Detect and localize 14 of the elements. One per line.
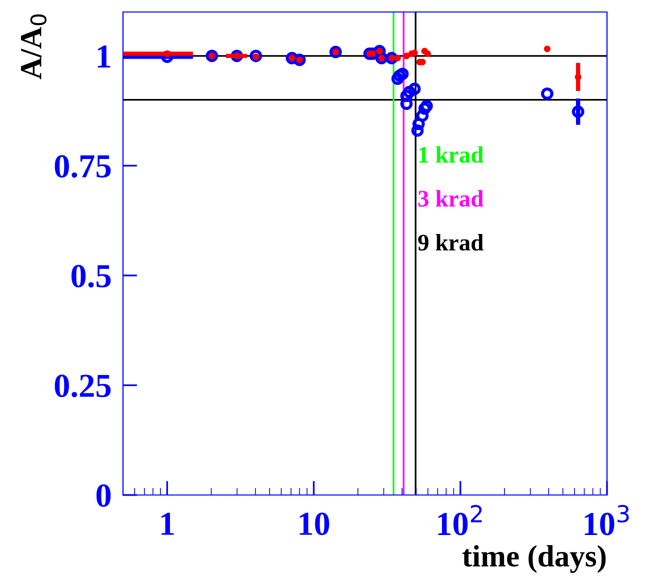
y-tick-label: 0.75 xyxy=(54,155,111,178)
x-tick-label: 1 xyxy=(161,512,174,535)
ref-line-label: 3 krad xyxy=(418,190,484,207)
y-axis-title: A/A$_{0}$ xyxy=(21,14,47,80)
y-tick-label: 0 xyxy=(96,484,111,507)
x-tick-label: 10$^{2}$ xyxy=(438,504,482,536)
x-axis-title: time (days) xyxy=(462,545,606,573)
y-tick-label: 0.25 xyxy=(54,374,111,398)
y-tick-label: 0.5 xyxy=(71,264,111,288)
ref-line-label: 1 krad xyxy=(419,146,484,163)
y-tick-label: 1 xyxy=(98,45,110,68)
x-tick-label: 10 xyxy=(300,512,330,536)
x-tick-label: 10$^{3}$ xyxy=(584,504,629,536)
ref-line-label: 9 krad xyxy=(418,234,484,251)
